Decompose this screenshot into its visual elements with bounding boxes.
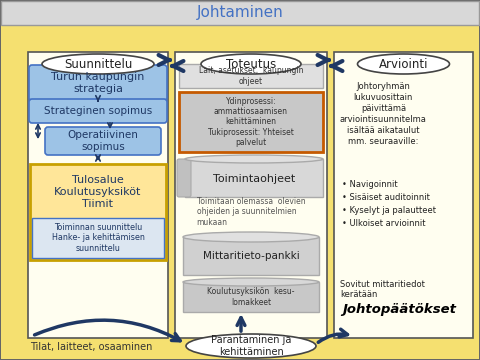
FancyBboxPatch shape	[179, 64, 323, 88]
Text: • Navigoinnit: • Navigoinnit	[342, 180, 397, 189]
FancyBboxPatch shape	[29, 65, 167, 101]
Ellipse shape	[185, 155, 323, 163]
Text: Tulosalue
Koulutusyksiköt
Tiimit: Tulosalue Koulutusyksiköt Tiimit	[54, 175, 142, 210]
Ellipse shape	[358, 54, 449, 74]
Ellipse shape	[183, 232, 319, 242]
Text: Tilat, laitteet, osaaminen: Tilat, laitteet, osaaminen	[30, 342, 152, 352]
Ellipse shape	[183, 278, 319, 286]
Text: Toiminnan suunnittelu
Hanke- ja kehittämisen
suunnittelu: Toiminnan suunnittelu Hanke- ja kehittäm…	[51, 223, 144, 253]
FancyBboxPatch shape	[45, 127, 161, 155]
Text: Turun kaupungin
strategia: Turun kaupungin strategia	[51, 72, 144, 94]
FancyBboxPatch shape	[1, 25, 479, 359]
Ellipse shape	[186, 334, 316, 358]
FancyBboxPatch shape	[185, 159, 323, 197]
Text: Strateginen sopimus: Strateginen sopimus	[44, 106, 152, 116]
Text: Toimintaohjeet: Toimintaohjeet	[213, 174, 295, 184]
FancyBboxPatch shape	[183, 237, 319, 275]
Text: Toteutus: Toteutus	[226, 58, 276, 71]
Ellipse shape	[201, 54, 301, 74]
FancyBboxPatch shape	[177, 159, 191, 197]
Text: Arviointi: Arviointi	[379, 58, 428, 71]
FancyBboxPatch shape	[334, 52, 473, 338]
FancyBboxPatch shape	[32, 218, 164, 258]
Text: Johtaminen: Johtaminen	[197, 5, 283, 21]
FancyBboxPatch shape	[183, 282, 319, 312]
Ellipse shape	[42, 54, 154, 74]
Text: • Kyselyt ja palautteet: • Kyselyt ja palautteet	[342, 206, 436, 215]
Text: • Sisäiset auditoinnit: • Sisäiset auditoinnit	[342, 193, 430, 202]
Text: Ydinprosessi:
ammattiosaamisen
kehittäminen
Tukiprosessit: Yhteiset
palvelut: Ydinprosessi: ammattiosaamisen kehittämi…	[208, 97, 294, 147]
Text: Parantaminen ja
kehittäminen: Parantaminen ja kehittäminen	[211, 335, 291, 357]
Text: Mittaritieto-pankki: Mittaritieto-pankki	[203, 251, 300, 261]
Text: Operatiivinen
sopimus: Operatiivinen sopimus	[68, 130, 138, 152]
Text: Johtoryhmän
lukuvuosittain
päivittämä
arviointisuunnitelma
isältää aikataulut
mm: Johtoryhmän lukuvuosittain päivittämä ar…	[340, 82, 427, 147]
Text: • Ulkoiset arvioinnit: • Ulkoiset arvioinnit	[342, 219, 425, 228]
FancyBboxPatch shape	[28, 52, 168, 338]
Text: Suunnittelu: Suunnittelu	[64, 58, 132, 71]
Text: Koulutusyksikön  kesu-
lomakkeet: Koulutusyksikön kesu- lomakkeet	[207, 287, 295, 307]
FancyBboxPatch shape	[179, 92, 323, 152]
FancyBboxPatch shape	[1, 1, 479, 25]
FancyBboxPatch shape	[29, 99, 167, 123]
Text: Johtopäätökset: Johtopäätökset	[342, 303, 456, 316]
Text: Toimitaan olemassa  olevien
ohjeiden ja suunnitelmien
mukaan: Toimitaan olemassa olevien ohjeiden ja s…	[197, 197, 305, 227]
Text: Sovitut mittaritiedot
kerätään: Sovitut mittaritiedot kerätään	[340, 280, 425, 300]
FancyBboxPatch shape	[30, 164, 166, 260]
Text: Lait, asetukset,  kaupungin
ohjeet: Lait, asetukset, kaupungin ohjeet	[199, 66, 303, 86]
FancyBboxPatch shape	[175, 52, 327, 338]
